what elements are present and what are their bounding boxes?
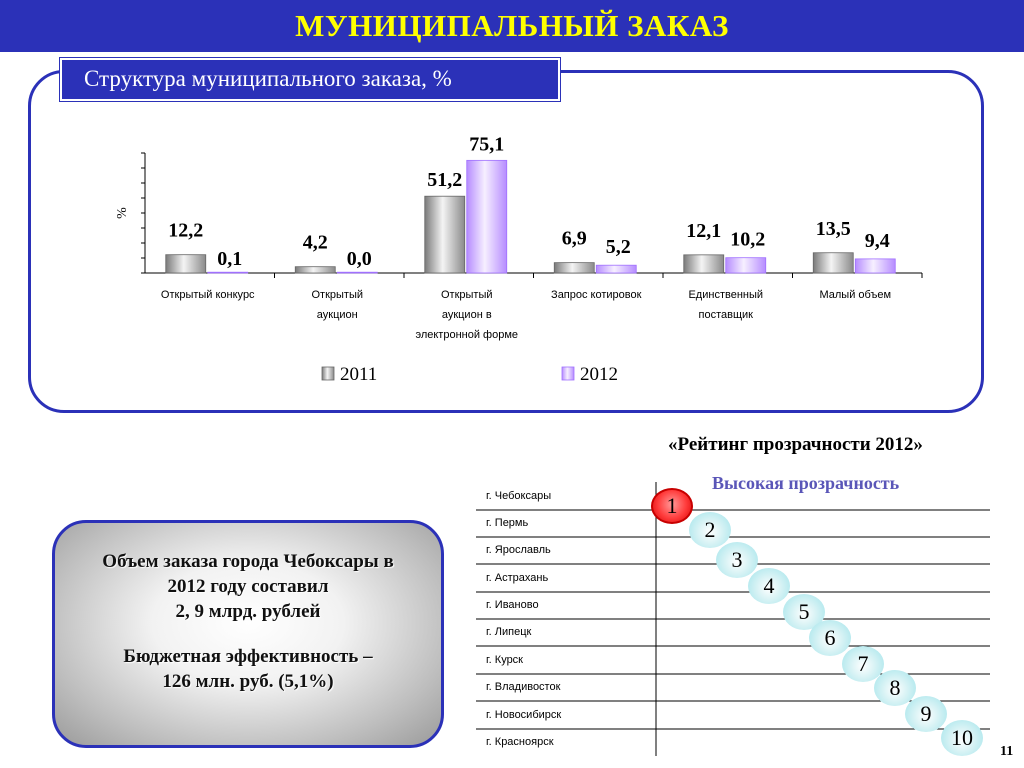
bar-2011-4 [683, 254, 725, 274]
rank-badge-1: 1 [651, 488, 693, 524]
city-ivanovo: г. Иваново [486, 599, 539, 611]
bar-2011-0 [165, 254, 207, 274]
rank-badge-3: 3 [716, 542, 758, 578]
city-cheboksary: г. Чебоксары [486, 490, 552, 502]
rank-badge-10: 10 [941, 720, 983, 756]
info-line-2: 2012 году составил [167, 576, 329, 597]
rank-badge-7: 7 [842, 646, 884, 682]
page-number: 11 [1000, 744, 1014, 759]
x-tick-label: Единственный [688, 289, 763, 301]
x-tick-label: аукцион [317, 309, 358, 321]
data-label: 13,5 [816, 218, 851, 240]
rank-badge-2: 2 [689, 512, 731, 548]
data-label: 9,4 [865, 230, 890, 252]
data-label: 10,2 [730, 229, 765, 251]
info-line-1: Объем заказа города Чебоксары в [102, 551, 394, 572]
legend-label-2011: 2011 [340, 364, 377, 385]
chart-panel [28, 70, 984, 413]
bar-2012-4 [725, 257, 767, 274]
city-yaroslavl: г. Ярославль [486, 544, 551, 556]
x-tick-label: электронной форме [415, 329, 518, 341]
legend-label-2012: 2012 [580, 364, 618, 385]
data-label: 6,9 [562, 228, 587, 250]
data-label: 51,2 [427, 169, 462, 191]
legend-swatch-2011 [321, 366, 335, 381]
y-axis-label: % [115, 207, 130, 219]
info-line-5: 126 млн. руб. (5,1%) [162, 671, 334, 692]
city-astrakhan: г. Астрахань [486, 572, 549, 584]
x-tick-label: аукцион в [442, 309, 492, 321]
bar-2012-3 [595, 264, 637, 274]
x-tick-label: Малый объем [819, 289, 891, 301]
rank-badge-4: 4 [748, 568, 790, 604]
rating-title: «Рейтинг прозрачности 2012» [668, 434, 923, 455]
data-label: 5,2 [606, 236, 631, 258]
info-line-4: Бюджетная эффективность – [123, 646, 373, 667]
x-tick-label: Открытый конкурс [161, 289, 255, 301]
x-tick-label: Открытый [311, 289, 363, 301]
bar-chart: % 12,2 0,1 Открытый конкурс 4,2 0,0 Открытый ау… [115, 133, 923, 385]
rank-badge-9: 9 [905, 696, 947, 732]
city-novosibirsk: г. Новосибирск [486, 709, 562, 721]
bar-2012-1 [336, 271, 378, 274]
bar-2011-2 [424, 195, 466, 274]
data-label: 0,0 [347, 248, 372, 270]
legend-swatch-2012 [561, 366, 575, 381]
bar-2011-1 [294, 266, 336, 274]
city-kursk: г. Курск [486, 654, 523, 666]
page-title: МУНИЦИПАЛЬНЫЙ ЗАКАЗ [295, 8, 729, 43]
chart-title: Структура муниципального заказа, % [59, 57, 561, 102]
bar-2011-5 [812, 252, 854, 274]
bar-2011-3 [553, 262, 595, 274]
rank-badge-6: 6 [809, 620, 851, 656]
bar-2012-5 [854, 258, 896, 274]
rating-subtitle: Высокая прозрачность [712, 473, 900, 493]
city-perm: г. Пермь [486, 517, 529, 529]
data-label: 12,2 [168, 220, 203, 242]
x-tick-label: Открытый [441, 289, 493, 301]
bar-2012-2 [466, 159, 508, 274]
data-label: 75,1 [469, 133, 504, 155]
data-label: 12,1 [686, 220, 721, 242]
header-bar: МУНИЦИПАЛЬНЫЙ ЗАКАЗ [0, 0, 1024, 52]
info-line-3: 2, 9 млрд. рублей [175, 601, 321, 622]
city-lipetsk: г. Липецк [486, 626, 532, 638]
info-box: Объем заказа города Чебоксары в 2012 год… [52, 520, 444, 748]
city-krasnoyarsk: г. Красноярск [486, 736, 554, 748]
x-tick-label: поставщик [699, 309, 754, 321]
data-label: 4,2 [303, 232, 328, 254]
data-label: 0,1 [217, 248, 242, 270]
rank-badge-8: 8 [874, 670, 916, 706]
city-vladivostok: г. Владивосток [486, 681, 561, 693]
bar-2012-0 [207, 271, 249, 274]
x-tick-label: Запрос котировок [551, 289, 642, 301]
